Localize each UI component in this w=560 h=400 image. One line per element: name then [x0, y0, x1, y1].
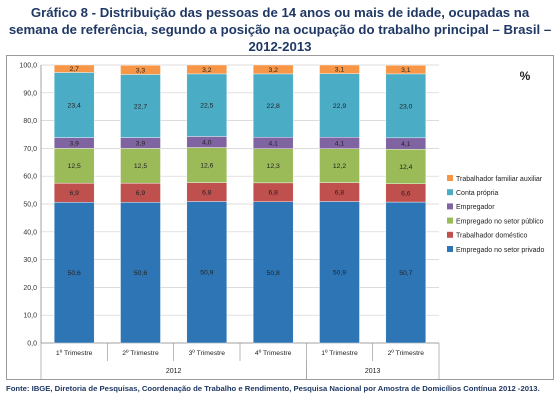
- legend-label: Empregador: [456, 204, 495, 211]
- data-label: 12,6: [200, 162, 213, 169]
- data-label: 12,5: [134, 163, 147, 170]
- bar-segment: [319, 64, 360, 74]
- data-label: 2,7: [69, 66, 79, 73]
- data-label: 6,8: [268, 190, 278, 197]
- data-label: 6,8: [335, 189, 345, 196]
- chart-frame: 0,0 10,0 20,0 30,0 40,0 50,0 60,0 70,0 80,0 90,0 1…: [6, 55, 554, 380]
- y-tick-label: 40,0: [23, 229, 37, 236]
- data-label: 3,3: [136, 67, 146, 74]
- data-label: 23,0: [399, 103, 412, 110]
- data-label: 4,1: [335, 140, 345, 147]
- legend-label: Trabalhador familiar auxiliar: [456, 176, 543, 183]
- y-tick-label: 80,0: [23, 118, 37, 125]
- y-tick-label: 50,0: [23, 202, 37, 209]
- data-label: 3,1: [335, 67, 345, 74]
- data-label: 6,8: [202, 189, 212, 196]
- data-label: 3,2: [202, 67, 212, 74]
- bar-segment: [53, 202, 95, 344]
- data-label: 3,2: [268, 67, 278, 74]
- legend-label: Conta própria: [456, 190, 499, 197]
- data-label: 22,9: [333, 103, 346, 110]
- legend-label: Empregado no setor privado: [456, 247, 544, 254]
- bar-segment: [186, 64, 228, 75]
- legend-swatch: [447, 175, 453, 181]
- data-label: 23,4: [68, 102, 81, 109]
- data-label: 3,9: [69, 140, 79, 147]
- data-label: 12,5: [68, 163, 81, 170]
- data-label: 3,1: [401, 67, 411, 74]
- data-label: 22,7: [134, 103, 147, 110]
- data-label: 50,9: [200, 270, 213, 277]
- data-label: 4,1: [268, 140, 278, 147]
- data-label: 22,5: [200, 103, 213, 110]
- data-label: 50,9: [333, 270, 346, 277]
- data-label: 12,2: [333, 163, 346, 170]
- category-label: 1º Trimestre: [56, 350, 93, 357]
- bar-segment: [186, 201, 228, 344]
- y-tick-label: 30,0: [23, 257, 37, 264]
- bar-segment: [120, 148, 161, 184]
- source-note: Fonte: IBGE, Diretoria de Pesquisas, Coo…: [6, 384, 540, 393]
- data-label: 6,9: [136, 190, 146, 197]
- y-tick-label: 20,0: [23, 285, 37, 292]
- category-label: 1º Trimestre: [321, 350, 358, 357]
- legend-label: Trabalhador doméstico: [456, 233, 527, 240]
- legend-swatch: [447, 231, 453, 238]
- data-label: 50,7: [399, 270, 412, 277]
- y-tick-label: 100,0: [19, 63, 37, 70]
- bar-segment: [252, 73, 294, 138]
- bar-segment: [120, 74, 161, 138]
- bar-segment: [252, 148, 294, 184]
- data-label: 50,6: [68, 270, 81, 277]
- category-label: 4º Trimestre: [255, 350, 292, 357]
- bar-segment: [385, 73, 427, 139]
- bar-segment: [252, 201, 294, 344]
- bar-segment: [252, 64, 294, 75]
- legend-swatch: [447, 203, 453, 210]
- bar-segment: [120, 202, 161, 344]
- data-label: 6,6: [401, 190, 411, 197]
- bar-segment: [319, 148, 360, 183]
- bar-segment: [385, 149, 427, 184]
- group-label: 2013: [365, 368, 381, 375]
- data-label: 6,9: [69, 190, 79, 197]
- data-label: 22,8: [267, 103, 280, 110]
- bar-segment: [385, 65, 427, 75]
- bar-segment: [53, 64, 95, 73]
- group-label: 2012: [166, 368, 182, 375]
- legend-swatch: [447, 246, 453, 252]
- legend-label: Empregado no setor público: [456, 218, 544, 225]
- data-label: 50,6: [134, 270, 147, 277]
- legend-swatch: [447, 189, 453, 196]
- bar-segment: [319, 73, 360, 138]
- data-label: 4,0: [202, 139, 212, 146]
- legend-swatch: [447, 217, 453, 224]
- unit-label: %: [520, 69, 531, 83]
- y-tick-label: 10,0: [23, 313, 37, 320]
- category-label: 2º Trimestre: [388, 350, 425, 357]
- stacked-bar-chart: 0,0 10,0 20,0 30,0 40,0 50,0 60,0 70,0 80,0 90,0 1…: [19, 63, 544, 379]
- bar-segment: [120, 65, 161, 75]
- data-label: 12,4: [399, 164, 412, 171]
- chart-title: Gráfico 8 - Distribuição das pessoas de …: [8, 5, 552, 54]
- bar-segment: [53, 148, 95, 184]
- y-tick-label: 60,0: [23, 174, 37, 181]
- category-label: 3º Trimestre: [189, 350, 226, 357]
- bar-segment: [186, 73, 228, 137]
- data-label: 50,8: [267, 270, 280, 277]
- data-label: 3,9: [136, 140, 146, 147]
- data-label: 12,3: [267, 163, 280, 170]
- bar-segment: [319, 201, 360, 344]
- bar-segment: [53, 72, 95, 138]
- y-tick-label: 90,0: [23, 90, 37, 97]
- category-label: 2º Trimestre: [122, 350, 159, 357]
- data-label: 4,1: [401, 141, 411, 148]
- y-tick-label: 70,0: [23, 146, 37, 153]
- bar-segment: [186, 147, 228, 183]
- bar-segment: [385, 201, 427, 344]
- y-tick-label: 0,0: [27, 341, 37, 348]
